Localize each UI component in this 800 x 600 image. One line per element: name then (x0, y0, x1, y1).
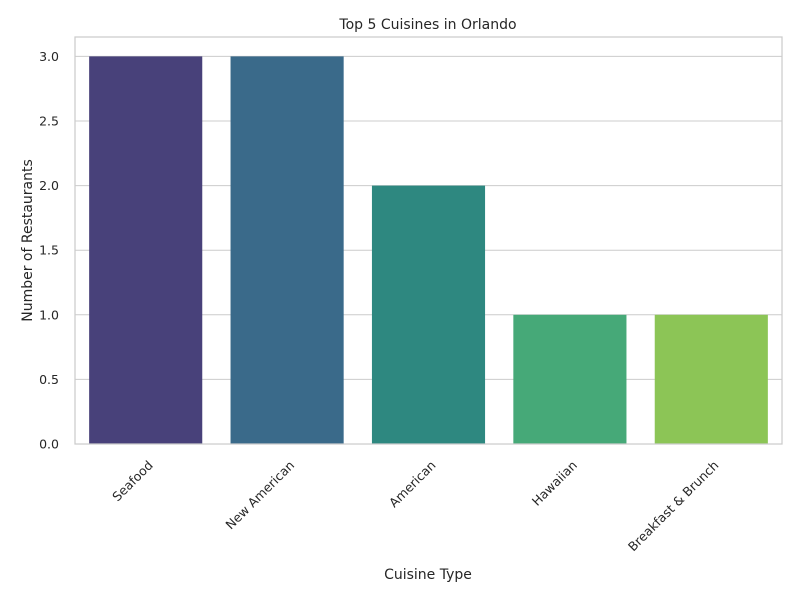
x-tick-label: Seafood (109, 458, 156, 505)
y-tick-label: 2.5 (39, 113, 59, 128)
y-tick-label: 0.5 (39, 372, 59, 387)
y-axis-ticks: 0.0 0.5 1.0 1.5 2.0 2.5 3.0 (39, 49, 59, 452)
bar (230, 56, 344, 444)
plot-frame (74, 36, 783, 445)
chart-title: Top 5 Cuisines in Orlando (338, 17, 516, 33)
y-axis-label: Number of Restaurants (20, 159, 36, 322)
bars (89, 56, 768, 445)
y-tick-label: 2.0 (39, 178, 59, 193)
bar (654, 314, 768, 444)
bar (371, 185, 486, 445)
x-tick-label: Breakfast & Brunch (625, 458, 722, 555)
x-tick-label: Hawaiian (529, 458, 580, 509)
x-axis-label: Cuisine Type (384, 567, 472, 583)
y-tick-label: 0.0 (39, 437, 59, 452)
y-tick-label: 1.0 (39, 307, 59, 322)
x-axis-ticks: Seafood New American American Hawaiian Break… (109, 458, 721, 555)
y-tick-label: 1.5 (39, 243, 59, 258)
bar (513, 314, 627, 444)
x-tick-label: New American (222, 458, 297, 533)
x-tick-label: American (386, 458, 439, 511)
bar (89, 56, 203, 444)
y-tick-label: 3.0 (39, 49, 59, 64)
